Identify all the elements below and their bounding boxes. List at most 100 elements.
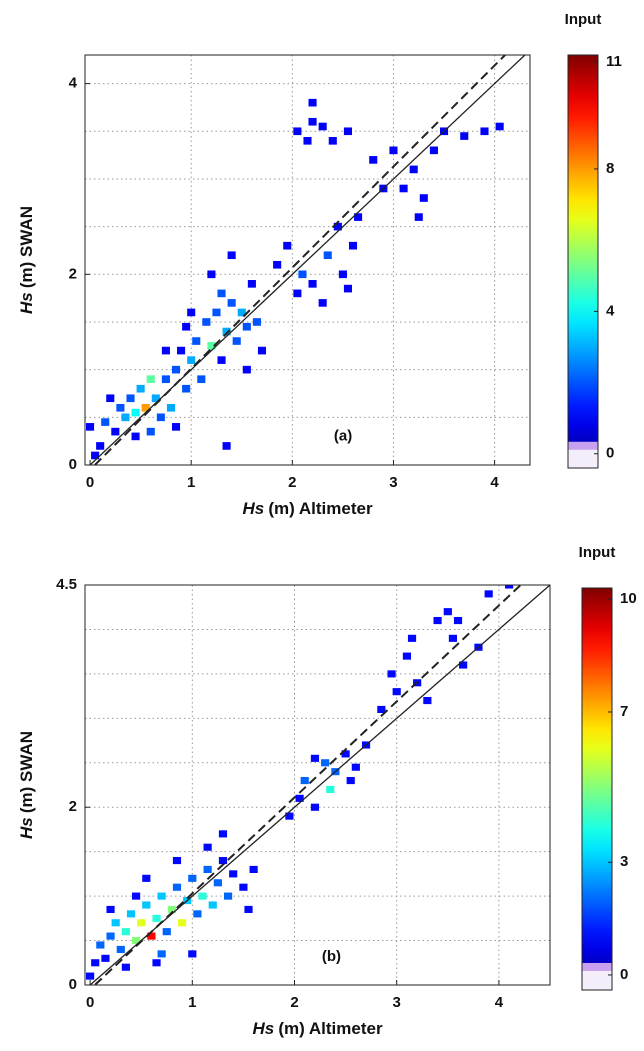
y-axis-variable: Hs: [17, 292, 36, 314]
density-cell: [448, 634, 457, 642]
colorbar-tick-label: 3: [620, 853, 628, 870]
density-cell: [354, 213, 363, 221]
density-cell: [96, 941, 105, 949]
density-cell: [351, 763, 360, 771]
density-cell: [321, 759, 330, 767]
density-cell: [505, 585, 514, 589]
density-cell: [433, 617, 442, 625]
x-tick-label: 4: [495, 994, 504, 1011]
density-cell: [202, 318, 211, 326]
density-cell: [212, 308, 221, 317]
colorbar-title: Input: [579, 544, 616, 561]
density-cell: [308, 280, 317, 288]
colorbar-tick-label: 0: [606, 445, 614, 462]
colorbar-low-band: [582, 962, 612, 971]
density-cell: [318, 299, 327, 307]
density-cell: [242, 365, 251, 374]
density-cell: [152, 914, 161, 922]
density-cell: [242, 322, 251, 331]
y-axis-unit: (m) SWAN: [17, 206, 36, 288]
colorbar-tick-label: 7: [620, 703, 628, 720]
density-cell: [303, 137, 312, 145]
density-cell: [156, 413, 165, 422]
x-tick-label: 0: [86, 994, 94, 1011]
density-cell: [101, 954, 110, 962]
density-cell: [207, 270, 216, 279]
density-cell: [257, 346, 267, 355]
colorbar-tick-label: 8: [606, 160, 614, 177]
density-cell: [348, 241, 358, 250]
density-cell: [177, 346, 186, 355]
density-cell: [116, 945, 125, 953]
density-cell: [293, 289, 302, 298]
density-cell: [239, 883, 248, 891]
density-cell: [295, 794, 304, 802]
colorbar-title: Input: [565, 11, 602, 28]
y-tick-label: 0: [69, 976, 77, 993]
density-cell: [293, 127, 302, 136]
density-cell: [495, 122, 504, 131]
density-cell: [333, 222, 342, 231]
density-cell: [247, 280, 256, 288]
density-cell: [111, 427, 120, 436]
density-cell: [147, 932, 156, 940]
density-cell: [182, 384, 191, 393]
density-cell: [132, 892, 141, 900]
panel-label: (a): [334, 427, 352, 444]
x-tick-label: 3: [393, 994, 401, 1011]
density-cell: [392, 688, 401, 696]
y-axis-label: Hs (m) SWAN: [17, 731, 36, 839]
density-cell: [137, 919, 146, 927]
fit-line: [93, 585, 523, 985]
density-cell: [328, 137, 337, 145]
fit-line: [89, 585, 550, 985]
x-tick-label: 1: [188, 994, 196, 1011]
density-cell: [171, 365, 181, 374]
density-cell: [198, 892, 207, 900]
colorbar-low-band: [568, 441, 598, 450]
density-cell: [323, 251, 332, 260]
density-cell: [106, 394, 115, 403]
density-cell: [229, 870, 238, 878]
density-cell: [459, 661, 468, 669]
density-cell: [218, 857, 228, 865]
density-cell: [96, 442, 105, 450]
x-axis-variable: Hs: [252, 1019, 274, 1038]
density-cell: [285, 812, 294, 820]
density-cell: [121, 928, 130, 936]
density-cell: [192, 337, 201, 345]
density-cell: [389, 146, 398, 155]
density-cell: [217, 356, 226, 364]
density-cell: [480, 127, 489, 136]
density-cell: [121, 963, 130, 971]
density-cell: [172, 857, 182, 865]
density-cell: [218, 830, 228, 838]
density-cell: [222, 442, 231, 450]
density-cell: [338, 270, 347, 279]
density-cell: [167, 905, 176, 913]
density-cell: [162, 928, 171, 936]
density-cell: [308, 98, 317, 107]
density-cell: [341, 750, 350, 758]
density-cell: [178, 919, 187, 927]
density-cell: [126, 394, 135, 403]
y-tick-label: 4: [69, 75, 78, 92]
plot-frame: [84, 54, 531, 466]
density-cell: [171, 423, 181, 431]
density-cell: [142, 901, 151, 909]
colorbar-tick-label: 10: [620, 590, 637, 607]
density-cell: [249, 865, 258, 873]
x-tick-label: 0: [86, 474, 94, 491]
density-cell: [377, 705, 386, 713]
colorbar-tick-label: 4: [606, 302, 615, 319]
density-cell: [346, 777, 355, 785]
density-cell: [131, 408, 140, 417]
x-axis-label: Hs (m) Altimeter: [252, 1019, 383, 1038]
density-cell: [188, 950, 197, 958]
density-cell: [227, 299, 236, 307]
density-cell: [308, 117, 317, 126]
density-cell: [423, 697, 432, 705]
density-cell: [197, 375, 206, 383]
density-cell: [387, 670, 396, 678]
